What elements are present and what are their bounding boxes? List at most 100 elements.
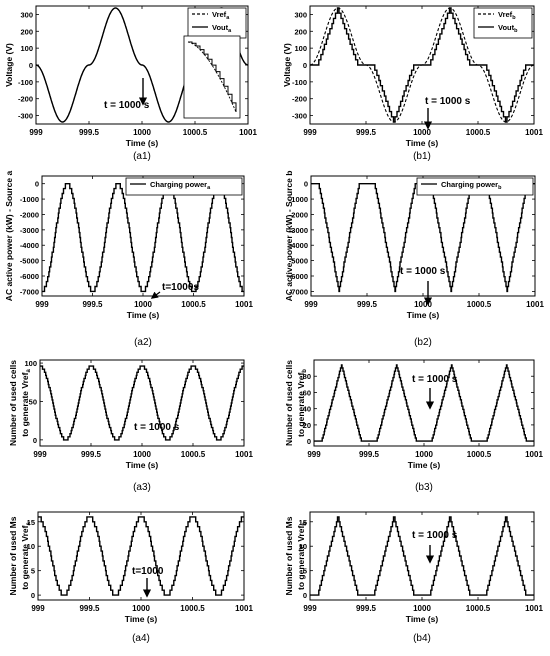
data-point [533, 441, 534, 442]
y-tick-label: -200 [292, 95, 307, 104]
y-axis-label: Number of used cells [284, 360, 294, 446]
data-point [431, 441, 432, 442]
annotation-label: t = 1000 s [425, 96, 471, 107]
y-tick-label: 200 [294, 27, 307, 36]
x-tick-label: 1000 [415, 450, 433, 459]
y-tick-label: -200 [18, 95, 33, 104]
series-line-0 [310, 516, 534, 596]
data-point [429, 595, 430, 596]
data-point [373, 595, 374, 596]
x-tick-label: 999 [35, 300, 49, 309]
x-tick-label: 1000.5 [466, 128, 491, 137]
x-tick-label: 1000.5 [181, 450, 206, 459]
x-tick-label: 999.5 [79, 604, 100, 613]
data-point [506, 364, 507, 365]
data-point [471, 441, 472, 442]
data-point [318, 183, 319, 184]
y-tick-label: 0 [31, 591, 35, 600]
x-tick-label: 999 [303, 604, 317, 613]
x-tick-label: 999.5 [81, 450, 102, 459]
y-tick-label: -4000 [20, 241, 39, 250]
y-tick-label: 80 [303, 372, 311, 381]
x-tick-label: 1000 [413, 128, 431, 137]
data-point [243, 366, 244, 367]
data-point [485, 595, 486, 596]
x-tick-label: 1000.5 [183, 128, 208, 137]
panel-caption: (a3) [133, 482, 151, 493]
inset-out-line [188, 41, 237, 112]
data-point [142, 291, 143, 292]
y-tick-label: -7000 [289, 287, 308, 296]
x-tick-label: 999.5 [82, 300, 103, 309]
data-point [243, 516, 244, 517]
legend-entry: Charging powera [150, 180, 211, 191]
legend-entry: Vrefb [498, 10, 516, 21]
data-point [358, 64, 359, 65]
data-point [192, 366, 193, 367]
y-tick-label: 0 [303, 61, 307, 70]
plot-area [309, 511, 535, 601]
y-tick-label: -100 [18, 78, 33, 87]
y-axis-label: Number of used Ms [284, 516, 294, 595]
x-tick-label: 1000.5 [180, 604, 205, 613]
x-tick-label: 1000 [413, 604, 431, 613]
y-tick-label: 0 [307, 437, 311, 446]
zoom-inset [183, 35, 241, 119]
y-tick-label: 100 [24, 359, 37, 368]
data-point [526, 595, 527, 596]
data-point [243, 291, 244, 292]
data-point [533, 64, 534, 65]
y-tick-label: -1000 [289, 195, 308, 204]
y-tick-label: -2000 [289, 210, 308, 219]
series-line-0 [42, 183, 244, 293]
data-point [63, 595, 64, 596]
chart-a2: 999 999.5 1000 1000.5 1001 -7000 -6000 -5000 -40… [4, 171, 253, 348]
series-line-1 [310, 7, 534, 123]
legend [473, 7, 533, 39]
y-tick-label: 0 [29, 61, 33, 70]
series-line-0 [40, 365, 244, 441]
data-point [505, 516, 506, 517]
x-tick-label: 1001 [235, 300, 253, 309]
data-point [141, 64, 142, 65]
data-point [393, 516, 394, 517]
annotation-label: t=1000 [132, 566, 164, 577]
x-tick-label: 1001 [239, 128, 257, 137]
data-point [88, 64, 89, 65]
data-point [450, 291, 451, 292]
data-point [167, 439, 168, 440]
y-tick-label: -3000 [20, 226, 39, 235]
data-point [317, 64, 318, 65]
data-point [247, 64, 248, 65]
x-tick-label: 1001 [525, 128, 543, 137]
chart-a1: 999 999.5 1000 1000.5 1001 -300 -200 -100 0 100 20… [4, 5, 257, 162]
series-line-0 [38, 516, 244, 596]
panel-caption: (b2) [414, 337, 432, 348]
data-point [337, 516, 338, 517]
x-axis-label: Time (s) [408, 460, 441, 470]
x-tick-label: 999 [304, 300, 318, 309]
x-axis-label: Time (s) [406, 138, 439, 148]
data-point [115, 7, 116, 8]
panel-caption: (a4) [132, 633, 150, 644]
y-tick-label: 15 [299, 518, 307, 527]
x-tick-label: 1000.5 [181, 300, 206, 309]
y-tick-label: -300 [18, 112, 33, 121]
y-axis-label: Number of used cells [8, 360, 18, 446]
data-point [526, 64, 527, 65]
data-point [117, 183, 118, 184]
x-tick-label: 1000 [134, 300, 152, 309]
data-point [526, 441, 527, 442]
legend [125, 177, 243, 196]
data-point [37, 516, 38, 517]
x-tick-label: 1000 [414, 300, 432, 309]
data-point [90, 366, 91, 367]
y-tick-label: 20 [303, 421, 311, 430]
y-tick-label: 100 [20, 44, 33, 53]
annotation-arrow [150, 291, 161, 299]
data-point [449, 7, 450, 8]
y-tick-label: 0 [304, 180, 308, 189]
data-point [39, 366, 40, 367]
annotation-label: t = 1000 s [412, 530, 458, 541]
x-axis-label: Time (s) [126, 138, 159, 148]
